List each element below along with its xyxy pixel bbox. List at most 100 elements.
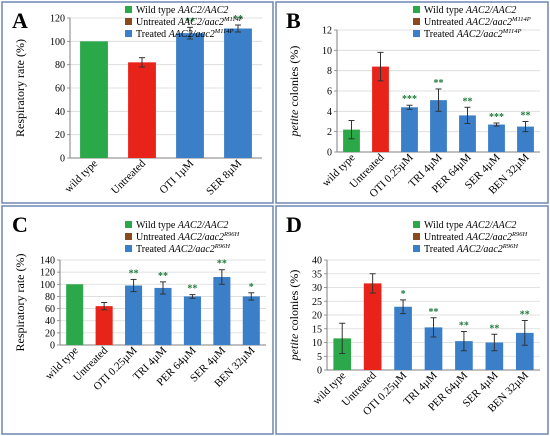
- legend-prefix: Wild type: [424, 5, 466, 16]
- significance-label: **: [521, 111, 531, 122]
- legend-genotype: AAC2/aac2: [456, 29, 503, 40]
- legend-superscript: R96H: [502, 243, 518, 250]
- significance-label: ***: [489, 112, 504, 123]
- legend-swatch: [125, 233, 132, 240]
- panel-frame: [1, 205, 274, 435]
- y-tick-label: 5: [317, 352, 322, 363]
- legend-genotype: AAC2/aac2: [465, 232, 512, 243]
- y-tick-label: 60: [55, 84, 65, 95]
- legend-superscript: M114P: [223, 16, 243, 23]
- legend-genotype: AAC2/aac2: [465, 17, 512, 28]
- bar: [95, 306, 113, 345]
- y-tick-label: 20: [45, 328, 55, 339]
- legend-prefix: Treated: [424, 29, 457, 40]
- y-axis-label-text: colonies (%): [287, 46, 301, 110]
- legend-entry: Untreated AAC2/aac2M114P: [136, 16, 243, 28]
- y-axis-label-text: Respiratory rate (%): [13, 39, 27, 137]
- y-tick-label: 100: [40, 280, 55, 291]
- y-tick-label: 0: [327, 148, 332, 159]
- legend-genotype: AAC2/aac2: [168, 29, 215, 40]
- legend-swatch: [413, 18, 420, 25]
- legend-entry: Untreated AAC2/aac2R96H: [136, 231, 240, 243]
- legend-prefix: Wild type: [136, 5, 178, 16]
- bar: [66, 284, 84, 345]
- y-tick-label: 25: [312, 297, 322, 308]
- legend-genotype: AAC2/AAC2: [465, 220, 517, 231]
- legend-entry: Wild type AAC2/AAC2: [424, 220, 516, 231]
- y-tick-label: 20: [312, 311, 322, 322]
- legend-entry: Treated AAC2/aac2M114P: [136, 28, 233, 40]
- legend-swatch: [413, 221, 420, 228]
- y-axis-label: petite colonies (%): [287, 270, 301, 362]
- legend-entry: Wild type AAC2/AAC2: [136, 5, 228, 16]
- significance-label: ***: [402, 94, 417, 105]
- y-tick-label: 2: [327, 127, 332, 138]
- legend-swatch: [125, 30, 132, 37]
- significance-label: **: [434, 78, 444, 89]
- y-tick-label: 120: [50, 14, 65, 25]
- y-axis-label-italic: petite: [287, 109, 301, 137]
- significance-label: **: [489, 323, 499, 334]
- panel-label: B: [286, 8, 301, 33]
- significance-label: **: [459, 321, 469, 332]
- y-tick-label: 4: [327, 107, 332, 118]
- legend-genotype: AAC2/aac2: [177, 232, 224, 243]
- y-tick-label: 0: [50, 341, 55, 352]
- y-tick-label: 80: [55, 60, 65, 71]
- legend-prefix: Treated: [424, 244, 457, 255]
- x-tick-label: SER 8µM: [204, 157, 244, 197]
- y-tick-label: 6: [327, 87, 332, 98]
- y-tick-label: 80: [45, 292, 55, 303]
- legend-genotype: AAC2/AAC2: [177, 220, 229, 231]
- legend-genotype: AAC2/AAC2: [177, 5, 229, 16]
- y-tick-label: 40: [312, 256, 322, 267]
- legend-genotype: AAC2/aac2: [177, 17, 224, 28]
- legend-entry: Wild type AAC2/AAC2: [136, 220, 228, 231]
- legend-swatch: [413, 233, 420, 240]
- x-tick-label: Untreated: [109, 157, 149, 197]
- panel-frame: [275, 1, 549, 204]
- y-tick-label: 35: [312, 269, 322, 280]
- bar: [424, 327, 443, 370]
- legend-prefix: Treated: [136, 244, 169, 255]
- panel-label: C: [12, 212, 28, 237]
- legend-prefix: Wild type: [136, 220, 178, 231]
- legend-entry: Treated AAC2/aac2R96H: [136, 243, 230, 255]
- legend-genotype: AAC2/AAC2: [465, 5, 517, 16]
- legend-swatch: [125, 6, 132, 13]
- bar: [372, 66, 389, 152]
- y-tick-label: 0: [60, 154, 65, 165]
- y-tick-label: 12: [322, 26, 332, 37]
- bar: [485, 342, 504, 370]
- significance-label: *: [401, 289, 406, 300]
- bar: [455, 341, 473, 370]
- bar: [459, 115, 476, 152]
- bar: [154, 287, 172, 345]
- legend-swatch: [413, 245, 420, 252]
- legend-superscript: R96H: [214, 243, 230, 250]
- bar: [517, 126, 534, 152]
- significance-label: **: [187, 284, 197, 295]
- legend-prefix: Wild type: [424, 220, 466, 231]
- legend-genotype: AAC2/aac2: [168, 244, 215, 255]
- bar: [515, 332, 534, 370]
- y-tick-label: 100: [50, 37, 65, 48]
- legend-superscript: R96H: [223, 231, 239, 238]
- y-tick-label: 10: [312, 338, 322, 349]
- y-tick-label: 8: [327, 66, 332, 77]
- bar: [363, 283, 382, 370]
- bar: [488, 124, 505, 152]
- significance-label: **: [520, 310, 530, 321]
- y-tick-label: 120: [40, 268, 55, 279]
- bar: [224, 28, 252, 158]
- legend-swatch: [125, 221, 132, 228]
- significance-label: **: [185, 16, 195, 27]
- panel-frame: [275, 205, 549, 435]
- panel-label: D: [286, 212, 302, 237]
- legend-swatch: [413, 30, 420, 37]
- y-axis-label: Respiratory rate (%): [13, 39, 27, 137]
- bar: [430, 100, 447, 152]
- legend-entry: Treated AAC2/aac2R96H: [424, 243, 518, 255]
